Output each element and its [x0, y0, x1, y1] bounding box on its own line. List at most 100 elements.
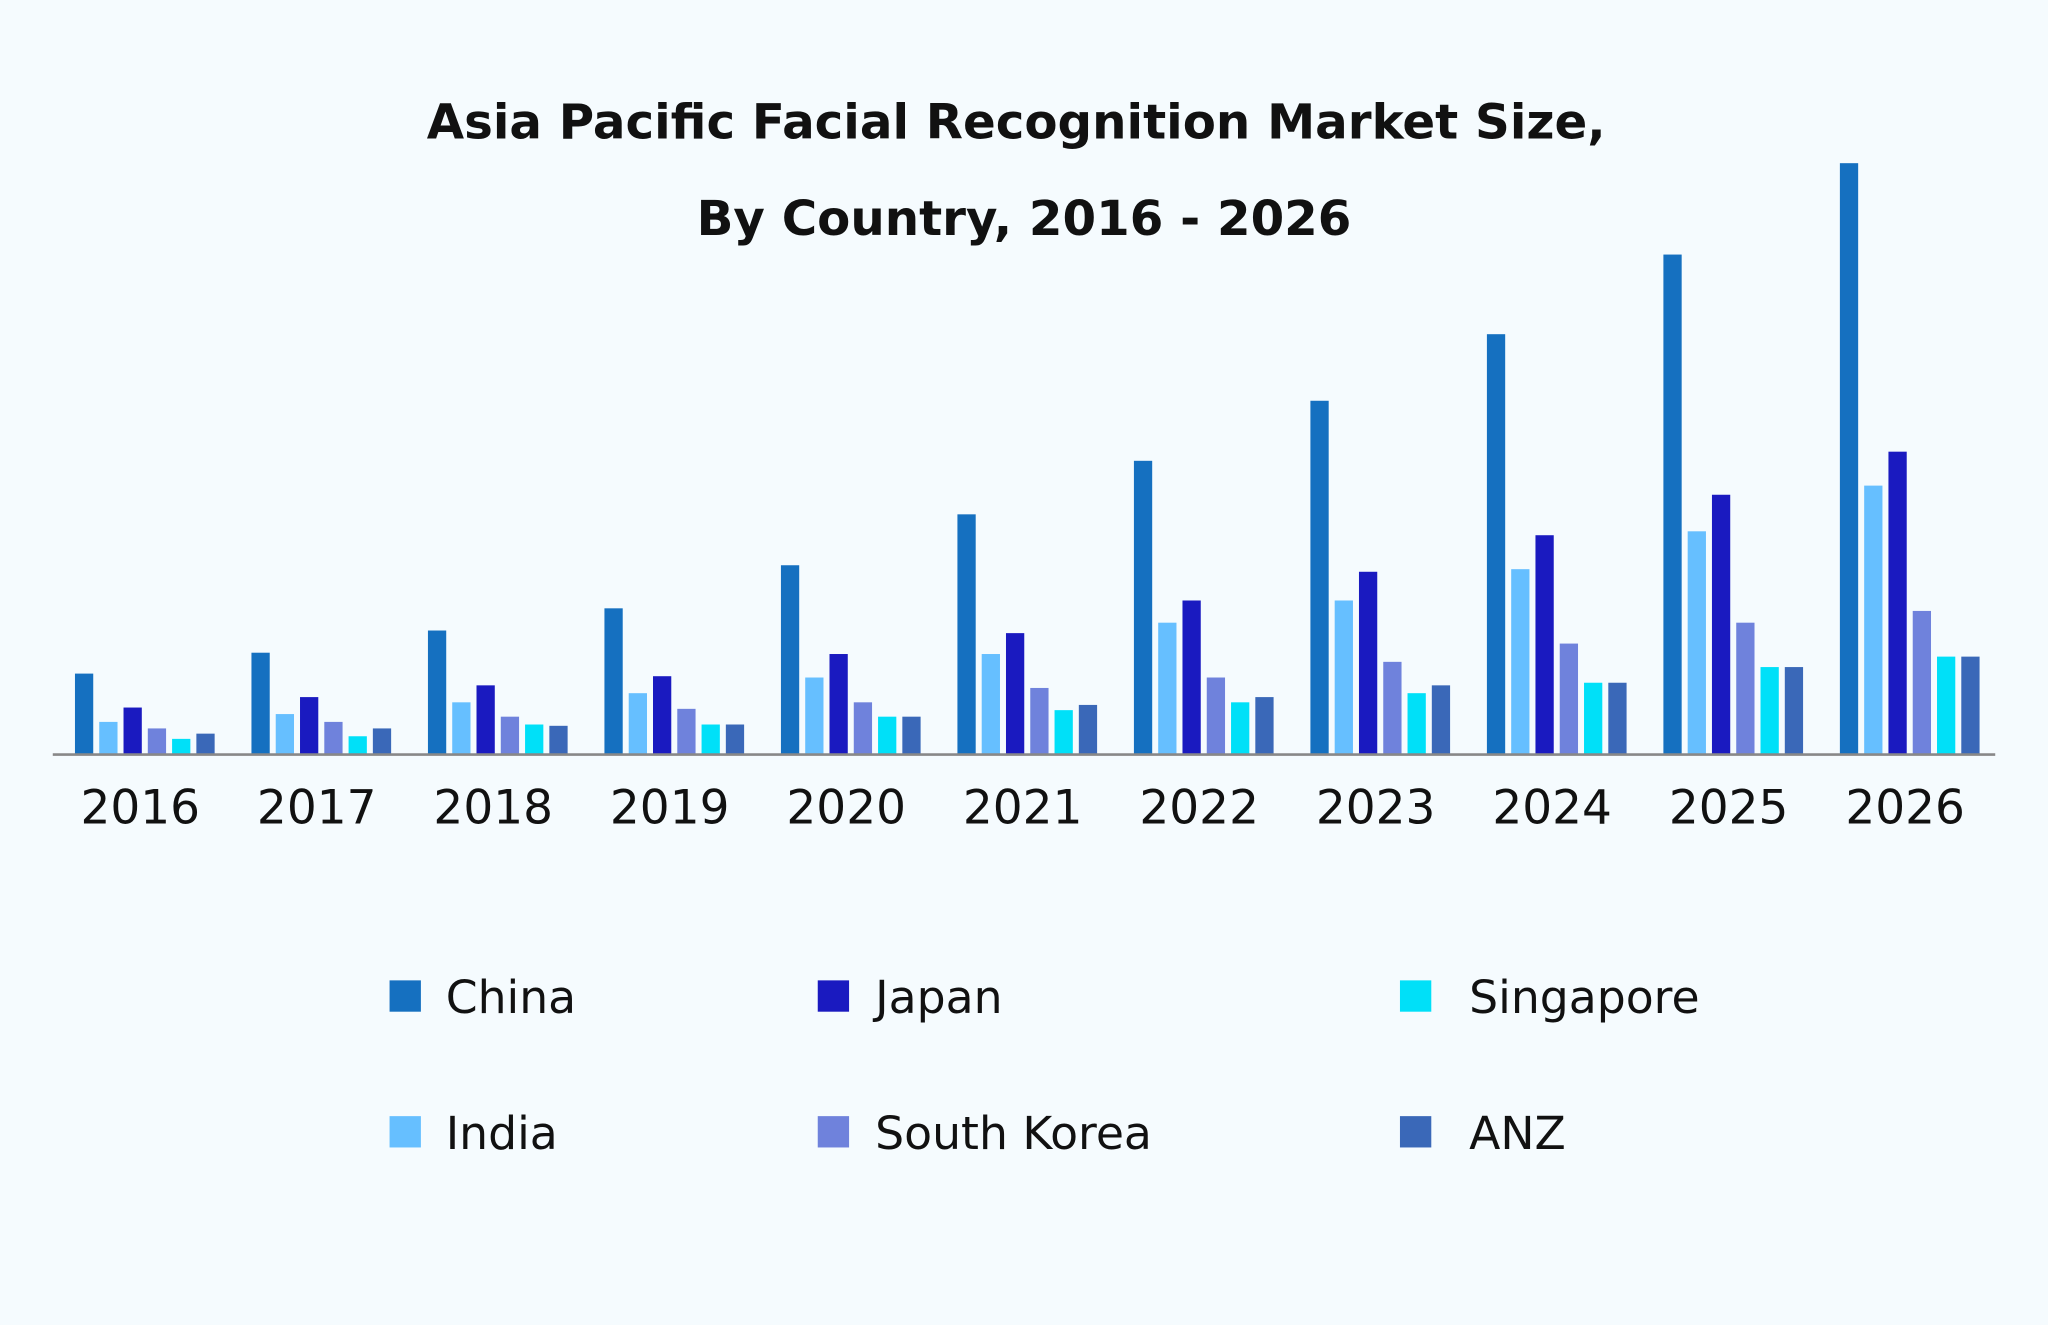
legend-swatch: [1399, 1116, 1432, 1148]
bar-japan-2025: [1711, 494, 1731, 755]
x-tick-label: 2024: [1492, 781, 1612, 836]
legend: China India Japan South Korea Singapore ANZ: [389, 971, 1700, 1160]
bar-south-korea-2025: [1736, 622, 1755, 755]
legend-item-india: India: [389, 1107, 558, 1160]
legend-label: India: [446, 1107, 558, 1160]
bar-india-2022: [1158, 622, 1177, 755]
bar-singapore-2025: [1760, 667, 1779, 755]
bar-singapore-2024: [1584, 682, 1603, 755]
bar-singapore-2017: [348, 736, 367, 755]
bar-india-2026: [1864, 485, 1883, 755]
x-tick-label: 2021: [963, 781, 1083, 836]
bar-china-2024: [1486, 334, 1506, 755]
x-tick-label: 2019: [610, 781, 730, 836]
x-tick-label: 2018: [433, 781, 553, 836]
bar-singapore-2022: [1231, 702, 1250, 755]
bar-anz-2017: [372, 728, 392, 755]
x-tick-label: 2025: [1669, 781, 1789, 836]
legend-swatch: [1399, 980, 1432, 1012]
bar-japan-2017: [300, 697, 319, 755]
bar-south-korea-2021: [1030, 687, 1049, 755]
bar-singapore-2020: [878, 716, 897, 755]
bar-china-2017: [251, 652, 270, 755]
bar-anz-2025: [1784, 667, 1804, 755]
bar-china-2026: [1839, 163, 1859, 755]
bar-singapore-2018: [525, 724, 544, 755]
chart-subtitle: By Country, 2016 - 2026: [697, 191, 1352, 247]
legend-label: Singapore: [1469, 971, 1699, 1024]
bar-japan-2020: [829, 654, 848, 755]
bar-singapore-2023: [1407, 693, 1426, 755]
bar-south-korea-2020: [853, 702, 873, 755]
bar-india-2017: [275, 714, 295, 755]
bar-china-2018: [427, 630, 447, 755]
bar-south-korea-2023: [1383, 661, 1402, 755]
legend-swatch: [389, 980, 421, 1012]
bar-anz-2018: [549, 725, 568, 755]
bar-anz-2024: [1608, 682, 1627, 755]
bar-anz-2020: [902, 716, 921, 755]
legend-swatch: [817, 1116, 850, 1148]
bar-china-2016: [74, 673, 94, 755]
bar-south-korea-2024: [1559, 643, 1579, 755]
bar-singapore-2021: [1054, 710, 1073, 755]
legend-item-anz: ANZ: [1399, 1107, 1566, 1160]
bar-anz-2022: [1255, 697, 1274, 755]
bar-anz-2026: [1961, 656, 1980, 755]
bar-anz-2021: [1078, 704, 1098, 755]
bar-anz-2016: [196, 733, 215, 755]
bar-south-korea-2016: [147, 728, 167, 755]
bar-japan-2026: [1888, 451, 1907, 755]
bar-singapore-2016: [172, 738, 191, 755]
bar-singapore-2026: [1937, 656, 1956, 755]
x-tick-label: 2022: [1139, 781, 1259, 836]
bar-china-2025: [1663, 254, 1682, 755]
bar-japan-2022: [1182, 600, 1201, 755]
x-tick-label: 2026: [1845, 781, 1965, 836]
chart-title: Asia Pacific Facial Recognition Market S…: [427, 94, 1606, 150]
bar-india-2019: [628, 693, 647, 755]
bar-india-2025: [1687, 531, 1706, 755]
x-tick-label: 2017: [257, 781, 377, 836]
legend-label: ANZ: [1469, 1107, 1566, 1160]
bar-japan-2024: [1535, 535, 1554, 755]
bar-india-2018: [452, 702, 471, 755]
bar-japan-2016: [123, 707, 142, 755]
bar-india-2021: [981, 654, 1000, 755]
legend-item-south-korea: South Korea: [817, 1107, 1152, 1160]
legend-label: Japan: [872, 971, 1002, 1024]
bars: [74, 163, 1980, 755]
bar-anz-2023: [1431, 685, 1451, 755]
x-tick-label: 2016: [80, 781, 200, 836]
bar-india-2016: [99, 721, 118, 755]
bar-south-korea-2022: [1206, 677, 1226, 755]
bar-japan-2021: [1005, 633, 1025, 755]
bar-india-2023: [1334, 600, 1353, 755]
bar-india-2020: [805, 677, 824, 755]
bar-china-2022: [1133, 460, 1153, 755]
bar-china-2021: [957, 514, 976, 755]
legend-swatch: [389, 1116, 421, 1148]
bar-anz-2019: [725, 724, 745, 755]
bar-south-korea-2018: [500, 716, 520, 755]
x-tick-label: 2023: [1316, 781, 1436, 836]
legend-item-japan: Japan: [817, 971, 1003, 1024]
bar-south-korea-2017: [324, 721, 343, 755]
bar-singapore-2019: [701, 724, 720, 755]
bar-south-korea-2019: [677, 708, 696, 755]
bar-japan-2019: [653, 676, 672, 755]
legend-label: South Korea: [875, 1107, 1152, 1160]
bar-india-2024: [1511, 569, 1530, 755]
x-tick-label: 2020: [786, 781, 906, 836]
bar-japan-2023: [1358, 571, 1378, 755]
x-axis-ticks: 2016 2017 2018 2019 2020 2021 2022 2023 2024 2025…: [80, 781, 1965, 836]
bar-china-2019: [604, 608, 623, 755]
bar-japan-2018: [476, 685, 495, 755]
bar-china-2023: [1310, 400, 1329, 755]
bar-china-2020: [780, 565, 800, 755]
legend-item-singapore: Singapore: [1399, 971, 1700, 1024]
legend-swatch: [817, 980, 850, 1012]
legend-item-china: China: [389, 971, 576, 1024]
legend-label: China: [446, 971, 576, 1024]
